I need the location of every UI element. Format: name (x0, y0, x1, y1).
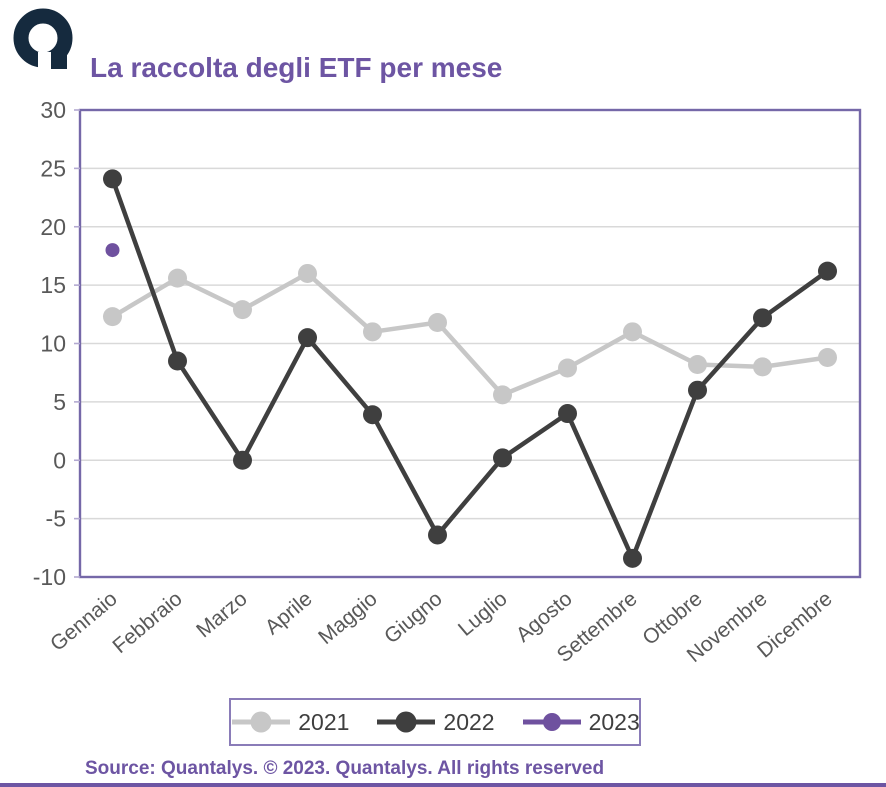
svg-text:5: 5 (53, 389, 66, 415)
series-line-2021 (111, 270, 828, 398)
bottom-divider (0, 783, 886, 787)
data-point-2022-Gennaio (103, 169, 122, 189)
legend-item-2021: 2021 (230, 709, 349, 736)
chart-title: La raccolta degli ETF per mese (90, 52, 503, 83)
legend-label-2023: 2023 (588, 708, 640, 735)
data-point-2021-Maggio (363, 322, 382, 342)
data-point-2021-Giugno (428, 312, 447, 332)
data-point-2021-Dicembre (818, 348, 837, 368)
svg-text:Gennaio: Gennaio (46, 587, 122, 656)
svg-text:Giugno: Giugno (380, 587, 447, 648)
svg-text:15: 15 (40, 272, 66, 298)
data-point-2022-Agosto (558, 404, 577, 424)
chart-legend: 2021 2022 2023 (229, 698, 641, 746)
y-axis-labels: 30 25 20 15 10 5 0 -5 -10 (33, 97, 80, 590)
legend-swatch-2022-icon (377, 711, 436, 733)
data-point-2022-Giugno (428, 525, 447, 545)
svg-text:-5: -5 (46, 506, 66, 532)
legend-swatch-2023-icon (522, 713, 581, 731)
series-2022 (103, 169, 837, 568)
data-point-2022-Settembre (623, 548, 642, 568)
svg-text:20: 20 (40, 214, 66, 240)
data-point-2021-Febbraio (168, 268, 187, 288)
data-point-2021-Ottobre (688, 355, 707, 375)
data-point-2022-Aprile (298, 328, 317, 348)
gridlines (80, 167, 860, 520)
svg-text:25: 25 (40, 155, 66, 181)
legend-item-2022: 2022 (375, 708, 495, 736)
data-point-2022-Luglio (493, 448, 512, 468)
svg-text:Marzo: Marzo (192, 587, 251, 642)
svg-text:10: 10 (40, 331, 66, 357)
data-point-2021-Luglio (493, 385, 512, 405)
svg-text:Maggio: Maggio (314, 587, 382, 649)
svg-text:Febbraio: Febbraio (108, 587, 186, 658)
data-point-2021-Settembre (623, 322, 642, 342)
legend-label-2021: 2021 (298, 708, 350, 735)
data-point-2021-Aprile (298, 263, 317, 283)
data-point-2022-Febbraio (168, 351, 187, 371)
source-text: Source: Quantalys. © 2023. Quantalys. Al… (85, 758, 605, 779)
series-2023 (105, 243, 120, 258)
svg-text:0: 0 (53, 447, 66, 473)
svg-text:Luglio: Luglio (454, 587, 512, 641)
legend-swatch-2021-icon (232, 711, 291, 733)
data-point-2021-Gennaio (103, 307, 122, 327)
data-point-2022-Ottobre (688, 380, 707, 400)
series-2021 (103, 263, 837, 405)
svg-text:30: 30 (40, 97, 66, 123)
data-point-2022-Marzo (233, 450, 252, 470)
data-point-2022-Dicembre (818, 261, 837, 281)
data-point-2023-Gennaio (105, 243, 120, 258)
data-point-2021-Marzo (233, 300, 252, 320)
data-point-2022-Novembre (753, 308, 772, 328)
quantalys-logo-icon (10, 8, 76, 73)
legend-item-2023: 2023 (521, 709, 640, 736)
data-point-2021-Novembre (753, 357, 772, 377)
series-line-2022 (110, 178, 829, 565)
data-point-2021-Agosto (558, 358, 577, 378)
data-point-2022-Maggio (363, 405, 382, 425)
svg-text:-10: -10 (33, 564, 66, 590)
legend-label-2022: 2022 (443, 708, 495, 735)
svg-text:Aprile: Aprile (261, 587, 317, 639)
